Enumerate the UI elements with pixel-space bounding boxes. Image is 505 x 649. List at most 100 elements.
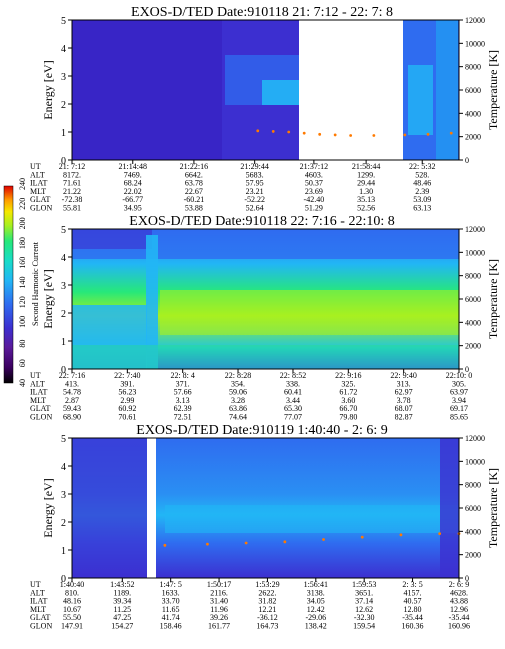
panel-2-table-rowlabel: ILAT bbox=[30, 388, 47, 397]
panel-1-table-cell: 4603. bbox=[305, 170, 323, 179]
panel-1-table-rowlabel: UT bbox=[30, 162, 41, 171]
panel-2-table-cell: 66.70 bbox=[339, 404, 357, 413]
colorbar-tick-label: 220 bbox=[18, 198, 27, 210]
panel-2-table-cell: 59.06 bbox=[229, 388, 247, 397]
panel-1-table-cell: -72.38 bbox=[62, 195, 83, 204]
panel-1-right-block-c bbox=[436, 20, 458, 160]
panel-3-table-cell: -35.44 bbox=[402, 613, 423, 622]
panel-2-ytick-label: 0 bbox=[61, 365, 66, 376]
panel-2-table-cell: 3.13 bbox=[176, 396, 190, 405]
panel-2-table-cell: 60.41 bbox=[284, 388, 302, 397]
panel-2-table-rowlabel: MLT bbox=[30, 396, 46, 405]
panel-1-temperature-point bbox=[333, 133, 337, 137]
panel-3-table-cell: 1:43:52 bbox=[110, 580, 134, 589]
panel-3-ytick-label: 1 bbox=[61, 546, 66, 557]
panel-1-ytick-label: 5 bbox=[61, 16, 66, 27]
panel-2-y2tick-label: 12000 bbox=[465, 225, 485, 234]
panel-2-table-rowlabel: UT bbox=[30, 371, 41, 380]
panel-1-table-rowlabel: ALT bbox=[30, 170, 45, 179]
colorbar: 40 60 80 100 120 140 160 180 200 220 240 Second Ha… bbox=[3, 178, 40, 387]
panel-3-table-cell: 12.96 bbox=[450, 605, 468, 614]
panel-3-table-cell: 164.73 bbox=[256, 622, 278, 631]
panel-1-ytick-label: 4 bbox=[61, 44, 66, 55]
colorbar-label: Second Harmonic Current bbox=[31, 241, 40, 326]
panel-2-table-cell: 61.72 bbox=[339, 388, 357, 397]
panel-2-table-cell: 2.99 bbox=[120, 396, 134, 405]
panel-1-table-cell: 1299. bbox=[357, 170, 375, 179]
colorbar-tick-label: 240 bbox=[18, 178, 27, 190]
panel-3-table-cell: 31.82 bbox=[258, 597, 276, 606]
panel-1-table-rowlabel: MLT bbox=[30, 187, 46, 196]
panel-2-table-cell: 3.94 bbox=[452, 396, 466, 405]
panel-2-ylabel: Energy [eV] bbox=[41, 269, 55, 328]
panel-3-table-cell: 55.50 bbox=[63, 613, 81, 622]
panel-2-table-cell: 77.07 bbox=[284, 413, 302, 422]
panel-3-table-cell: 158.46 bbox=[160, 622, 182, 631]
panel-1-y2tick-label: 2000 bbox=[465, 133, 481, 142]
panel-3-table-cell: 12.62 bbox=[355, 605, 373, 614]
panel-3-table-cell: 12.80 bbox=[404, 605, 422, 614]
panel-3-table-cell: 2116. bbox=[210, 588, 228, 597]
panel-3-table-cell: 34.05 bbox=[307, 597, 325, 606]
panel-1-table-cell: -52.22 bbox=[244, 195, 265, 204]
panel-1-table-cell: 21:14:48 bbox=[119, 162, 147, 171]
panel-3-table-cell: 159.54 bbox=[353, 622, 375, 631]
panel-2-table-cell: 338. bbox=[286, 379, 300, 388]
colorbar-tick-label: 140 bbox=[18, 277, 27, 289]
panel-2-y2label: Temperature [K] bbox=[486, 259, 500, 339]
panel-3-temperature-point bbox=[438, 532, 442, 536]
panel-2-table-cell: 3.28 bbox=[231, 396, 245, 405]
panel-3-table-cell: 160.96 bbox=[448, 622, 470, 631]
panel-2-y2tick-label: 0 bbox=[465, 365, 469, 374]
panel-3-table-cell: 37.14 bbox=[355, 597, 373, 606]
panel-3-y2tick-label: 8000 bbox=[465, 481, 481, 490]
panel-2-early-col bbox=[72, 305, 147, 369]
panel-3-temperature-point bbox=[163, 543, 167, 547]
panel-1-table-rowlabel: GLAT bbox=[30, 195, 51, 204]
colorbar-tick-label: 80 bbox=[18, 340, 27, 348]
panel-1-temperature bbox=[256, 129, 453, 137]
panel-3-table-cell: 4157. bbox=[404, 588, 422, 597]
panel-1-temperature-point bbox=[256, 129, 260, 133]
panel-2-table-cell: 325. bbox=[341, 379, 355, 388]
panel-3-y2tick-label: 12000 bbox=[465, 434, 485, 443]
panel-2-table-cell: 74.64 bbox=[229, 413, 247, 422]
panel-2-table-cell: 60.92 bbox=[118, 404, 136, 413]
panel-3-table-rowlabel: MLT bbox=[30, 605, 46, 614]
panel-2-table-cell: 54.78 bbox=[63, 388, 81, 397]
panel-1-table-rowlabel: GLON bbox=[30, 204, 52, 213]
panel-2-y-axis: 0 1 2 3 4 5 bbox=[61, 225, 72, 376]
panel-1-table-cell: 63.13 bbox=[413, 204, 431, 213]
panel-3-table-cell: 4628. bbox=[450, 588, 468, 597]
panel-3-table-cell: 1:50:17 bbox=[207, 580, 231, 589]
panel-3-gap bbox=[147, 438, 156, 578]
panel-2-ytick-label: 1 bbox=[61, 337, 66, 348]
panel-3-table-cell: 160.36 bbox=[402, 622, 424, 631]
panel-2-table-cell: 3.78 bbox=[397, 396, 411, 405]
panel-3-table-cell: 810. bbox=[65, 588, 79, 597]
panel-3-table-cell: 2622. bbox=[258, 588, 276, 597]
panel-2-table-cell: 72.51 bbox=[174, 413, 192, 422]
panel-1-y2tick-label: 6000 bbox=[465, 86, 481, 95]
panel-3-temperature-point bbox=[322, 538, 325, 541]
panel-1-y2label: Temperature [K] bbox=[486, 50, 500, 130]
panel-2-ytick-label: 5 bbox=[61, 225, 66, 236]
panel-1-table-cell: 52.56 bbox=[357, 204, 375, 213]
panel-1-temperature-point bbox=[349, 134, 353, 137]
panel-3-table-rowlabel: GLAT bbox=[30, 613, 51, 622]
panel-1-temperature-point bbox=[302, 131, 306, 135]
panel-3-table-cell: 1189. bbox=[113, 588, 131, 597]
panel-2-y2tick-label: 6000 bbox=[465, 295, 481, 304]
panel-2-table-cell: 82.87 bbox=[395, 413, 413, 422]
colorbar-tick-label: 180 bbox=[18, 237, 27, 249]
panel-2-table-cell: 22: 7:40 bbox=[114, 371, 140, 380]
panel-3-table-cell: 11.96 bbox=[210, 605, 228, 614]
panel-1-table-cell: 1.30 bbox=[359, 187, 373, 196]
panel-3-title: EXOS-D/TED Date:910119 1:40:40 - 2: 6: 9 bbox=[136, 423, 387, 438]
panel-1-table-cell: 53.88 bbox=[185, 204, 203, 213]
panel-2-table-cell: 2.87 bbox=[65, 396, 79, 405]
panel-2-y2tick-label: 10000 bbox=[465, 248, 485, 257]
panel-1-table-rowlabel: ILAT bbox=[30, 179, 47, 188]
panel-2-ytick-label: 2 bbox=[61, 309, 66, 320]
